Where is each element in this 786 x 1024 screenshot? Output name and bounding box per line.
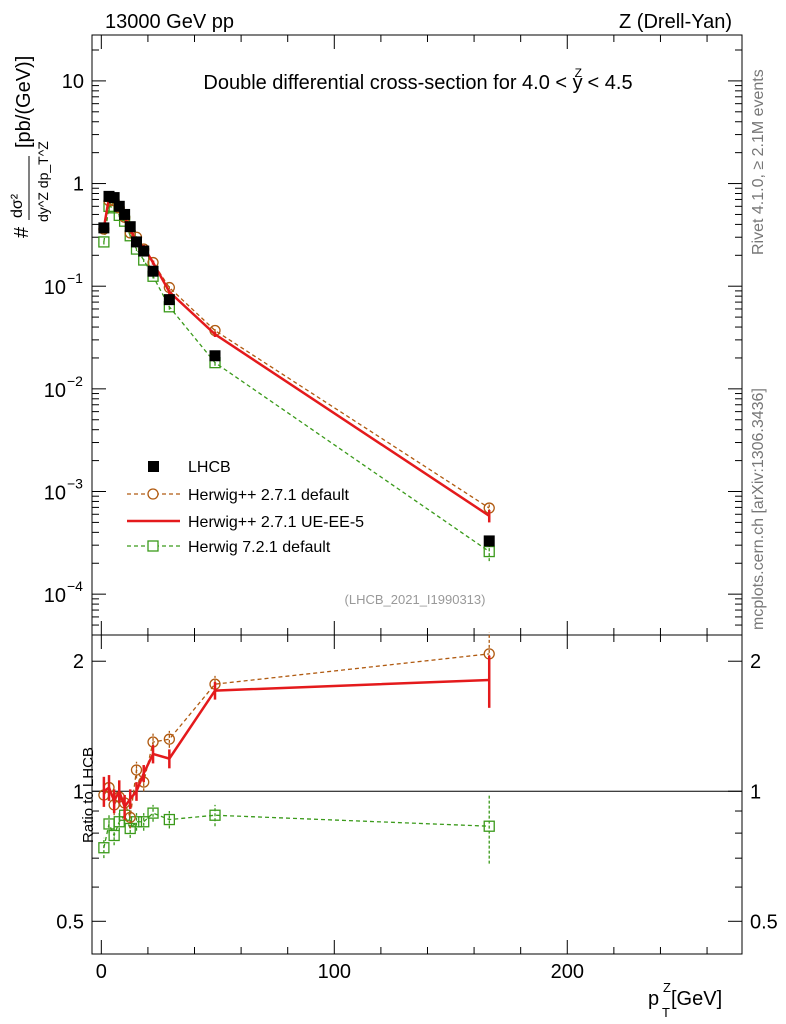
- y-tick-label-ratio: 2: [73, 651, 84, 673]
- ratio-point-hpp-default: [130, 764, 143, 776]
- x-tick-label: 0: [96, 961, 107, 983]
- x-label-var: p: [648, 988, 659, 1010]
- y-tick-label-ratio: 1: [73, 781, 84, 803]
- title-text-before: Double differential cross-section for 4.…: [203, 72, 572, 94]
- ratio-point-h7-default: [209, 809, 221, 821]
- y-axis-label: # dσ² dy^Z dp_T^Z [pb/(GeV)]: [9, 56, 51, 238]
- x-tick-label: 100: [318, 961, 351, 983]
- legend-label-h7-default: Herwig 7.2.1 default: [188, 539, 331, 556]
- main-point-lhcb: [163, 294, 175, 306]
- y-tick-label-main: 10: [44, 277, 66, 299]
- main-point-lhcb: [108, 192, 120, 204]
- ratio-line-hpp-default: [103, 653, 490, 818]
- x-label-unit: [GeV]: [671, 988, 722, 1010]
- legend: LHCB Herwig++ 2.7.1 default Herwig++ 2.7…: [127, 459, 364, 556]
- analysis-tag: (LHCB_2021_I1990313): [345, 592, 486, 607]
- y-tick-label-main: 10: [44, 585, 66, 607]
- ratio-point-h7-default: [98, 842, 110, 854]
- rivet-version-label: Rivet 4.1.0, ≥ 2.1M events: [750, 69, 767, 255]
- title-sup: Z: [575, 66, 582, 80]
- y-tick-label-ratio-right: 0.5: [750, 911, 778, 933]
- title-text-after: < 4.5: [582, 72, 633, 94]
- main-point-h7-default: [98, 236, 110, 248]
- ratio-point-h7-default: [108, 829, 120, 842]
- main-point-lhcb: [147, 265, 159, 277]
- legend-label-hpp-default: Herwig++ 2.7.1 default: [188, 487, 350, 504]
- y-tick-label-ratio-right: 1: [750, 781, 761, 803]
- legend-marker-hpp-default: [147, 488, 159, 500]
- legend-marker-h7-default: [147, 540, 159, 552]
- x-axis: 0 100 200: [96, 35, 708, 983]
- main-point-lhcb: [138, 245, 150, 257]
- main-point-lhcb: [483, 535, 495, 547]
- x-axis-label: p Z T [GeV]: [648, 980, 722, 1020]
- title-var: y: [573, 72, 583, 94]
- ratio-y-label: Ratio to LHCB: [80, 747, 97, 843]
- y-tick-label-main-exponent: −3: [67, 476, 83, 492]
- y-label-numerator: dσ²: [9, 193, 26, 218]
- header-process: Z (Drell-Yan): [619, 11, 732, 33]
- x-label-sub: T: [662, 1005, 670, 1020]
- main-point-lhcb: [124, 221, 136, 233]
- header-collision: 13000 GeV pp: [105, 11, 234, 33]
- main-point-lhcb: [113, 200, 125, 212]
- main-point-lhcb: [130, 236, 142, 248]
- main-point-lhcb: [98, 222, 110, 234]
- ratio-point-hpp-default: [163, 733, 175, 745]
- y-tick-label-ratio-right: 2: [750, 651, 761, 673]
- y-label-prefix: #: [11, 226, 33, 238]
- legend-label-lhcb: LHCB: [188, 459, 231, 476]
- legend-label-hpp-ueee5: Herwig++ 2.7.1 UE-EE-5: [188, 514, 364, 531]
- x-tick-label: 200: [551, 961, 584, 983]
- ratio-point-h7-default: [147, 807, 159, 819]
- ratio-line-h7-default: [103, 812, 490, 848]
- ratio-point-h7-default: [138, 816, 150, 828]
- y-tick-label-main: 10: [44, 483, 66, 505]
- ratio-point-h7-default: [483, 820, 495, 832]
- mcplots-label: mcplots.cern.ch [arXiv:1306.3436]: [750, 388, 767, 630]
- legend-marker-lhcb: [148, 461, 159, 472]
- y-label-denominator: dy^Z dp_T^Z: [35, 141, 51, 222]
- ratio-line-hpp-ueee5: [103, 678, 490, 810]
- main-series-layer: [98, 190, 495, 562]
- main-point-lhcb: [119, 208, 131, 220]
- ratio-y-axis: 0.5 0.5 1 1 2 2: [56, 651, 778, 933]
- ratio-point-h7-default: [163, 813, 175, 826]
- y-tick-label-main: 10: [44, 380, 66, 402]
- ratio-panel: 0.5 0.5 1 1 2 2 0 100 200 Ratio to LHCB: [56, 35, 778, 983]
- main-line-hpp-default: [103, 200, 490, 509]
- y-label-unit: [pb/(GeV)]: [13, 56, 35, 148]
- y-tick-label-main: 1: [73, 174, 84, 196]
- y-tick-label-main-exponent: −2: [67, 373, 83, 389]
- y-tick-label-ratio: 0.5: [56, 911, 84, 933]
- ratio-frame: [91, 634, 743, 955]
- x-label-sup: Z: [663, 980, 671, 995]
- y-tick-label-main-exponent: −1: [67, 270, 83, 286]
- main-point-lhcb: [209, 350, 221, 362]
- y-tick-label-main: 10: [62, 71, 84, 93]
- ratio-series-layer: [98, 632, 495, 864]
- chart-title: Double differential cross-section for 4.…: [203, 66, 632, 94]
- main-line-hpp-ueee5: [102, 195, 490, 517]
- y-tick-label-main-exponent: −4: [67, 578, 83, 594]
